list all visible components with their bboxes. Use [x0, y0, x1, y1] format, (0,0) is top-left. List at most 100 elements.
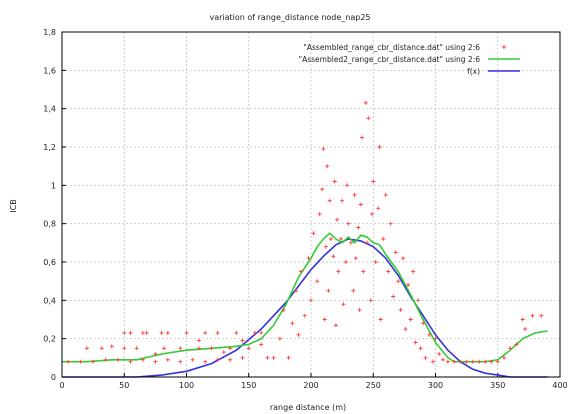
data-point — [203, 359, 208, 364]
data-point — [366, 116, 371, 121]
data-point — [221, 350, 226, 355]
data-point — [377, 145, 382, 149]
data-point — [246, 346, 251, 351]
data-point — [215, 330, 220, 335]
y-axis-label: ICB — [9, 199, 18, 212]
data-point — [489, 359, 494, 364]
data-point — [368, 298, 373, 303]
data-point — [197, 338, 201, 343]
data-point — [539, 313, 544, 318]
data-point — [162, 346, 167, 351]
data-point — [116, 357, 120, 362]
data-point — [144, 330, 149, 335]
y-tick-label: 1,6 — [43, 66, 56, 75]
data-point — [378, 317, 383, 322]
data-point — [348, 240, 353, 245]
data-point — [403, 327, 408, 332]
data-point — [294, 288, 299, 293]
y-tick-label: 0,8 — [43, 220, 56, 229]
data-point — [259, 330, 264, 335]
data-point — [502, 355, 506, 360]
data-point — [140, 330, 145, 335]
data-point — [452, 359, 457, 364]
data-point — [209, 346, 214, 351]
data-point — [271, 355, 276, 360]
data-point — [357, 307, 362, 312]
data-point — [265, 355, 270, 360]
x-tick-label: 350 — [490, 381, 505, 390]
legend: "Assembled_range_cbr_distance.dat" using… — [299, 43, 520, 76]
data-point — [321, 146, 326, 151]
data-point — [373, 260, 378, 264]
data-point — [320, 187, 325, 192]
y-tick-label: 0,6 — [43, 258, 56, 267]
data-point — [159, 330, 164, 335]
data-point — [383, 192, 388, 197]
data-point — [140, 357, 145, 362]
data-point — [418, 346, 423, 351]
data-point — [416, 298, 421, 303]
scatter-points-layer — [66, 100, 544, 364]
data-point — [360, 135, 364, 140]
data-point — [335, 217, 340, 222]
x-tick-label: 400 — [552, 381, 567, 390]
data-point — [371, 179, 376, 184]
data-point — [306, 256, 311, 261]
data-point — [343, 260, 348, 264]
data-point — [470, 359, 475, 364]
series-line-fx — [62, 238, 548, 378]
data-point — [363, 100, 368, 105]
data-point — [315, 279, 320, 284]
data-point — [299, 269, 303, 274]
x-tick-label: 0 — [59, 381, 64, 390]
data-point — [91, 359, 96, 364]
data-point — [361, 269, 366, 274]
fit-curve-layer — [62, 238, 548, 378]
data-point — [413, 340, 418, 345]
data-point — [66, 359, 71, 364]
y-tick-label: 1,2 — [43, 143, 56, 152]
data-point — [391, 294, 396, 299]
data-point — [190, 357, 195, 362]
legend-marker — [502, 45, 506, 49]
data-point — [336, 269, 341, 274]
data-point — [322, 317, 327, 322]
x-axis-label: range distance (m) — [270, 403, 346, 412]
data-point — [423, 355, 428, 360]
data-point — [514, 342, 519, 347]
data-point — [215, 357, 220, 362]
data-point — [153, 359, 158, 364]
data-point — [302, 313, 307, 318]
data-point — [178, 346, 183, 351]
plot-frame — [61, 31, 561, 378]
data-point — [353, 256, 358, 261]
data-point — [103, 357, 108, 362]
data-point — [240, 338, 245, 343]
x-tick-label: 100 — [179, 381, 194, 390]
data-point — [530, 313, 535, 318]
data-point — [281, 307, 286, 312]
y-tick-label: 0,2 — [43, 335, 56, 344]
data-point — [311, 231, 316, 236]
x-tick-label: 300 — [428, 381, 443, 390]
data-point — [325, 164, 330, 169]
data-point — [365, 240, 369, 245]
data-point — [381, 237, 386, 241]
data-point — [411, 269, 416, 274]
data-point — [358, 202, 363, 207]
data-point — [122, 330, 127, 335]
y-tick-label: 0,4 — [43, 296, 56, 305]
data-point — [128, 359, 133, 364]
data-point — [259, 342, 264, 347]
data-point — [408, 317, 413, 322]
data-point — [401, 256, 406, 261]
data-point — [234, 330, 239, 335]
data-point — [78, 359, 83, 364]
x-tick-label: 200 — [303, 381, 318, 390]
data-point — [508, 346, 513, 351]
data-point — [495, 359, 500, 364]
data-point — [165, 330, 170, 335]
data-point — [340, 198, 345, 203]
